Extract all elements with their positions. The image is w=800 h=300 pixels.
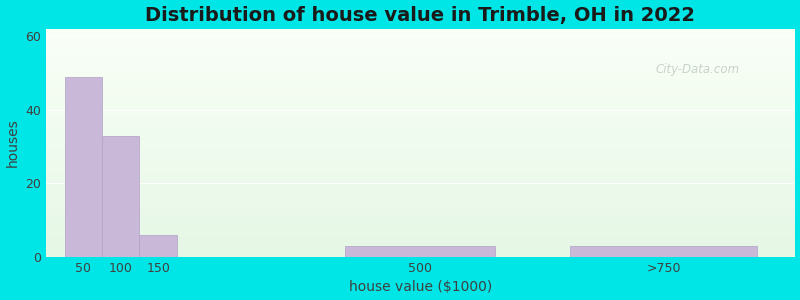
Bar <box>65 77 102 257</box>
Bar <box>139 235 177 257</box>
Title: Distribution of house value in Trimble, OH in 2022: Distribution of house value in Trimble, … <box>145 6 695 25</box>
Y-axis label: houses: houses <box>6 118 19 167</box>
X-axis label: house value ($1000): house value ($1000) <box>349 280 492 294</box>
Bar <box>346 246 495 257</box>
Bar <box>102 136 139 257</box>
Bar <box>570 246 757 257</box>
Text: City-Data.com: City-Data.com <box>655 64 739 76</box>
